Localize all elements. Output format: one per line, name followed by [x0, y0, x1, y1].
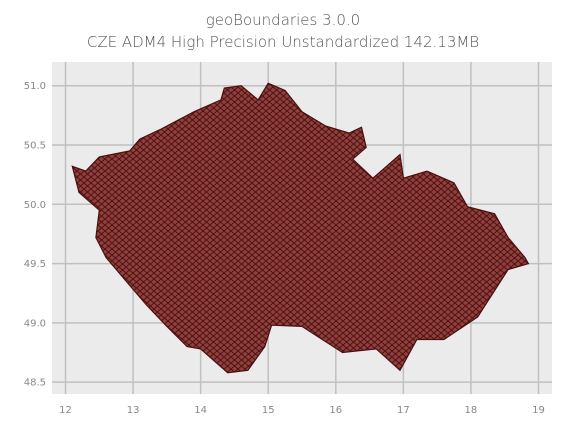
y-axis-ticks: 51.0 50.5 50.0 49.5 49.0 48.5 — [24, 81, 46, 388]
admin-unit-boundary-mesh — [72, 83, 529, 373]
x-tick-label: 19 — [532, 405, 545, 416]
x-tick-label: 13 — [127, 405, 140, 416]
y-tick-label: 50.5 — [24, 141, 46, 152]
map-subtitle: CZE ADM4 High Precision Unstandardized 1… — [86, 33, 480, 51]
y-tick-label: 50.0 — [24, 200, 46, 211]
y-tick-label: 49.0 — [24, 318, 46, 329]
country-boundaries — [71, 82, 530, 374]
country-outline — [71, 82, 530, 374]
x-tick-label: 15 — [262, 405, 275, 416]
x-tick-label: 12 — [59, 405, 72, 416]
x-tick-label: 17 — [397, 405, 410, 416]
x-tick-label: 16 — [329, 405, 342, 416]
y-tick-label: 48.5 — [24, 378, 46, 389]
y-tick-label: 51.0 — [24, 81, 46, 92]
x-axis-ticks: 12 13 14 15 16 17 18 19 — [59, 405, 545, 416]
x-tick-label: 14 — [194, 405, 207, 416]
x-tick-label: 18 — [465, 405, 478, 416]
map-title: geoBoundaries 3.0.0 — [205, 11, 361, 29]
y-tick-label: 49.5 — [24, 259, 46, 270]
